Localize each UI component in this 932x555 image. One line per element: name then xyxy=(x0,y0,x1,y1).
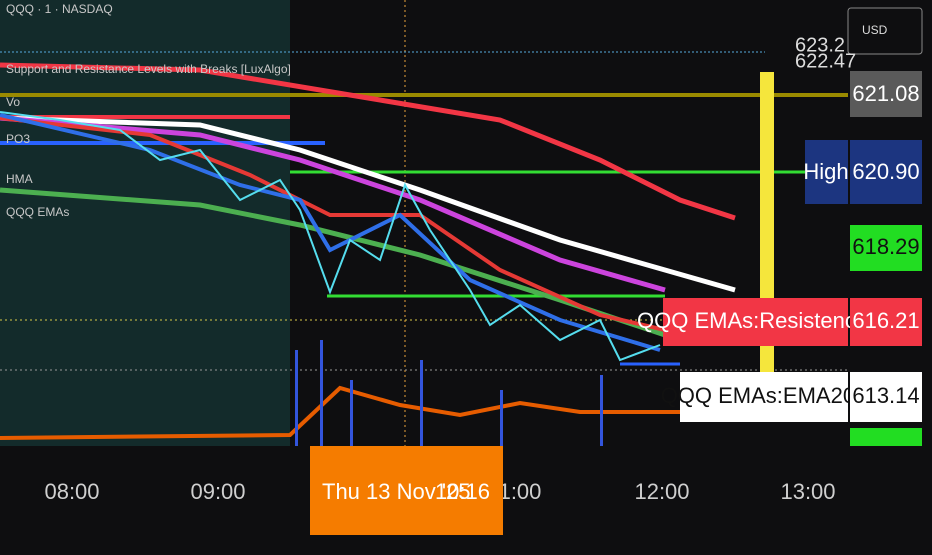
price-tag xyxy=(850,298,922,346)
ema-line xyxy=(0,115,666,293)
volume-bar xyxy=(295,350,298,446)
time-label: 09:00 xyxy=(190,479,245,504)
time-label: 12:00 xyxy=(634,479,689,504)
volume-bar xyxy=(320,340,323,446)
line-tag xyxy=(805,140,848,204)
line-tag xyxy=(680,372,848,422)
line-label: QQQ EMAs:EMA200 xyxy=(661,383,868,408)
ema-line xyxy=(0,115,736,293)
line-label: QQQ EMAs:Resistencia xyxy=(637,308,874,333)
ema-line xyxy=(0,62,736,221)
indicator: Vo xyxy=(6,95,20,109)
cursor-time: 10:16 xyxy=(435,479,490,504)
indicator: QQQ EMAs xyxy=(6,205,69,219)
price-label: 616.21 xyxy=(852,308,919,333)
currency: USD xyxy=(862,23,888,37)
indicator: HMA xyxy=(6,172,33,186)
price-label: 621.08 xyxy=(852,81,919,106)
price-tag xyxy=(850,140,922,204)
indicator: Support and Resistance Levels with Break… xyxy=(6,62,291,76)
indicator: PO3 xyxy=(6,132,30,146)
price-tag xyxy=(850,71,922,117)
price-tag xyxy=(850,372,922,422)
price-tag xyxy=(850,225,922,271)
currency-box[interactable] xyxy=(847,7,923,55)
price-label: 613.14 xyxy=(852,383,919,408)
volume-bar xyxy=(760,72,774,372)
volume-bars xyxy=(295,340,603,446)
price-label: 620.90 xyxy=(852,159,919,184)
price-line xyxy=(0,111,661,362)
volume-bar xyxy=(420,360,423,446)
volume-ma xyxy=(0,385,736,440)
session-shade xyxy=(0,0,290,446)
price-label: 623.2 xyxy=(795,34,845,56)
time-cursor-box xyxy=(310,446,503,535)
price-label: 622.47 xyxy=(795,50,856,72)
time-label: 08:00 xyxy=(44,479,99,504)
price-tag xyxy=(850,428,922,446)
time-label: 1:00 xyxy=(499,479,542,504)
price-label: 618.29 xyxy=(852,234,919,259)
volume-bar xyxy=(500,390,503,446)
ema-line xyxy=(0,116,666,332)
volume-bar xyxy=(600,375,603,446)
ema-line xyxy=(0,113,661,352)
line-tag xyxy=(663,298,848,346)
line-label: High xyxy=(803,159,848,184)
symbol: QQQ · 1 · NASDAQ xyxy=(6,2,113,16)
volume-bar xyxy=(350,380,353,446)
time-label: 13:00 xyxy=(780,479,835,504)
cursor-date: Thu 13 Nov '25 xyxy=(322,479,471,504)
